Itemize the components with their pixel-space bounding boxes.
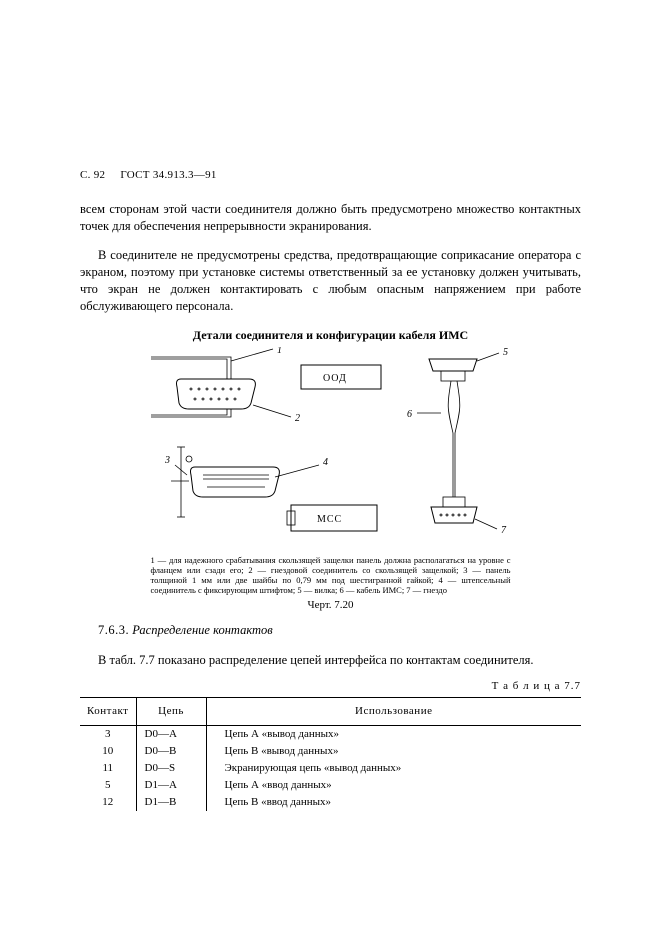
table-row: 12 D1—B Цепь В «ввод данных» [80, 794, 581, 811]
figure-label-4: 4 [323, 457, 328, 468]
figure-label-7: 7 [501, 525, 507, 536]
cell-contact: 3 [80, 726, 136, 743]
cell-usage: Цепь В «вывод данных» [206, 743, 581, 760]
table-header-circuit: Цепь [136, 698, 206, 726]
table-header-contact: Контакт [80, 698, 136, 726]
cell-circuit: D0—B [136, 743, 206, 760]
section-title: Распределение контактов [132, 623, 272, 637]
figure-label-1: 1 [277, 347, 282, 356]
table-row: 5 D1—A Цепь А «ввод данных» [80, 777, 581, 794]
table-header-row: Контакт Цепь Использование [80, 698, 581, 726]
cell-usage: Цепь А «вывод данных» [206, 726, 581, 743]
paragraph-2: В соединителе не предусмотрены средства,… [80, 247, 581, 315]
cell-contact: 12 [80, 794, 136, 811]
figure-box-mcc: МСС [317, 514, 342, 525]
figure-label-2: 2 [295, 413, 300, 424]
cell-usage: Цепь В «ввод данных» [206, 794, 581, 811]
cell-usage: Экранирующая цепь «вывод данных» [206, 760, 581, 777]
cell-contact: 5 [80, 777, 136, 794]
section-heading: 7.6.3. Распределение контактов [80, 622, 581, 639]
table-header-usage: Использование [206, 698, 581, 726]
figure-label-6: 6 [407, 409, 412, 420]
cell-contact: 11 [80, 760, 136, 777]
cell-contact: 10 [80, 743, 136, 760]
table-row: 11 D0—S Экранирующая цепь «вывод данных» [80, 760, 581, 777]
cell-circuit: D0—A [136, 726, 206, 743]
contacts-table: Контакт Цепь Использование 3 D0—A Цепь А… [80, 697, 581, 810]
page: С. 92 ГОСТ 34.913.3—91 всем сторонам это… [0, 0, 661, 851]
paragraph-3: В табл. 7.7 показано распределение цепей… [80, 652, 581, 669]
figure-caption: 1 — для надежного срабатывания скользяще… [151, 555, 511, 596]
paragraph-1: всем сторонам этой части соединителя дол… [80, 201, 581, 235]
figure-label-5: 5 [503, 347, 508, 358]
cell-circuit: D1—A [136, 777, 206, 794]
figure-title: Детали соединителя и конфигурации кабеля… [80, 327, 581, 343]
page-header: С. 92 ГОСТ 34.913.3—91 [80, 168, 581, 183]
table-label: Т а б л и ц а 7.7 [80, 679, 581, 694]
figure-box-ood: ООД [323, 373, 347, 384]
page-number: С. 92 [80, 169, 105, 181]
table-row: 3 D0—A Цепь А «вывод данных» [80, 726, 581, 743]
table-row: 10 D0—B Цепь В «вывод данных» [80, 743, 581, 760]
figure-number: Черт. 7.20 [80, 598, 581, 613]
figure-diagram: 1 2 ООД 3 4 [141, 347, 521, 547]
standard-code: ГОСТ 34.913.3—91 [120, 169, 216, 181]
section-number: 7.6.3. [98, 623, 129, 637]
cell-usage: Цепь А «ввод данных» [206, 777, 581, 794]
figure-label-3: 3 [164, 455, 170, 466]
cell-circuit: D0—S [136, 760, 206, 777]
cell-circuit: D1—B [136, 794, 206, 811]
